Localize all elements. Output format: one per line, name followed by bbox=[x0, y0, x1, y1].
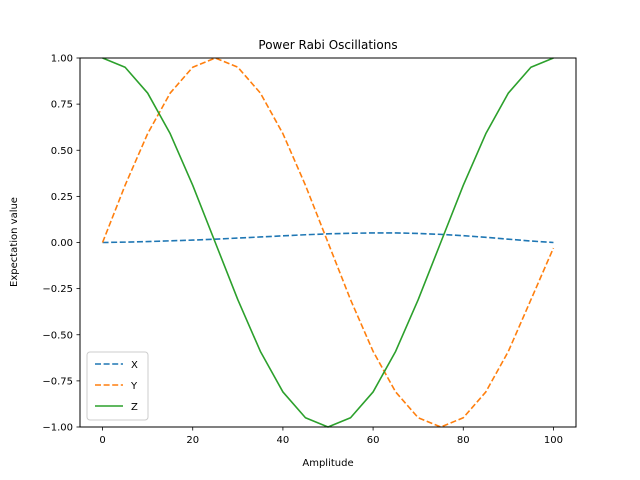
legend-label-x: X bbox=[131, 360, 138, 371]
y-tick-label: 0.00 bbox=[51, 238, 73, 249]
chart-title: Power Rabi Oscillations bbox=[258, 38, 397, 52]
x-tick-label: 100 bbox=[544, 435, 563, 446]
y-axis-ticks: −1.00 −0.75 −0.50 −0.25 0.00 0.25 0.50 0.75 1.00 bbox=[42, 54, 80, 434]
legend-label-y: Y bbox=[130, 381, 138, 392]
x-tick-label: 60 bbox=[367, 435, 380, 446]
y-tick-label: −1.00 bbox=[42, 423, 73, 434]
y-tick-label: −0.75 bbox=[42, 376, 73, 387]
x-tick-label: 0 bbox=[99, 435, 105, 446]
series-line-y bbox=[101, 57, 555, 428]
x-axis-label: Amplitude bbox=[302, 458, 353, 469]
y-axis-label: Expectation value bbox=[9, 197, 20, 287]
x-tick-label: 80 bbox=[457, 435, 470, 446]
y-tick-label: 0.25 bbox=[51, 192, 73, 203]
x-tick-label: 40 bbox=[277, 435, 290, 446]
series-line-x bbox=[102, 232, 554, 244]
legend: XYZ bbox=[86, 351, 149, 421]
y-tick-label: 0.75 bbox=[51, 100, 73, 111]
legend-label-z: Z bbox=[131, 402, 138, 413]
y-tick-label: 1.00 bbox=[51, 54, 73, 65]
y-tick-label: 0.50 bbox=[51, 146, 73, 157]
legend-box bbox=[86, 351, 149, 421]
y-tick-label: −0.25 bbox=[42, 284, 73, 295]
x-tick-label: 20 bbox=[186, 435, 199, 446]
y-tick-label: −0.50 bbox=[42, 330, 73, 341]
x-axis-ticks: 0 20 40 60 80 100 bbox=[99, 427, 563, 446]
